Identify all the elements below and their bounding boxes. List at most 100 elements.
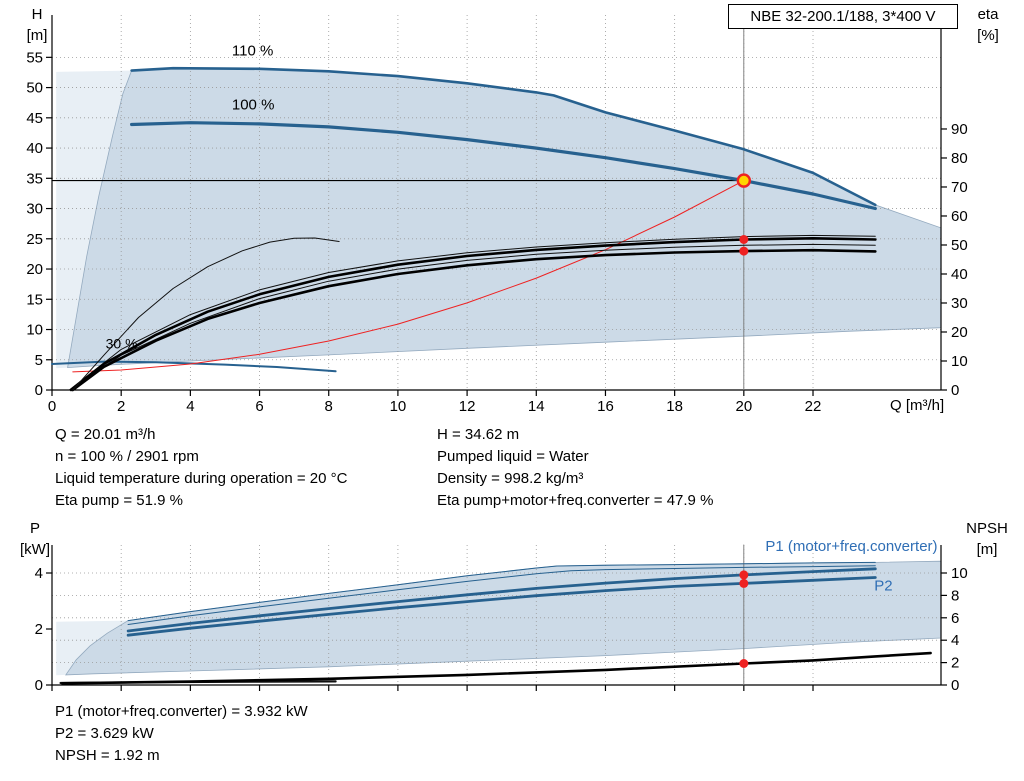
duty-point-marker [736, 173, 752, 188]
label-100-percent: 100 % [232, 96, 275, 113]
tick-label: 4 [35, 565, 43, 582]
head-axis-unit: [m] [26, 27, 48, 44]
info-line-liquid: Pumped liquid = Water [437, 448, 589, 465]
power-axis-symbol: P [29, 520, 40, 537]
label-110-percent: 110 % [232, 43, 273, 60]
tick-label: 10 [390, 398, 407, 415]
tick-label: 8 [951, 587, 959, 604]
tick-label: 16 [597, 398, 614, 415]
tick-label: 2 [117, 398, 125, 415]
tick-label: 0 [35, 382, 43, 399]
eta-total-curve [71, 248, 877, 392]
tick-label: 45 [26, 110, 43, 127]
tick-label: 0 [951, 382, 959, 399]
tick-label: 55 [26, 49, 43, 66]
p2-curve [126, 576, 877, 637]
p1-curve [126, 567, 877, 633]
tick-label: 22 [805, 398, 822, 415]
tick-label: 15 [26, 291, 43, 308]
curve-30-percent [51, 360, 337, 373]
power-range-band [65, 560, 942, 676]
tick-label: 30 [951, 295, 968, 312]
tick-label: 40 [951, 266, 968, 283]
tick-label: 70 [951, 179, 968, 196]
curve-110-percent [130, 66, 877, 207]
pump-model-badge: NBE 32-200.1/188, 3*400 V [728, 4, 958, 29]
power-light-band [56, 620, 129, 676]
tick-label: 2 [951, 655, 959, 672]
eta-axis-title: eta [%] [960, 4, 1016, 46]
tick-label: 60 [951, 208, 968, 225]
tick-label: 14 [528, 398, 545, 415]
tick-label: 20 [735, 398, 752, 415]
head-axis-title: H [m] [14, 4, 60, 46]
npsh-axis-symbol: NPSH [966, 520, 1008, 537]
tick-label: 2 [35, 621, 43, 638]
tick-label: 10 [951, 565, 968, 582]
curve-100-percent [130, 121, 877, 211]
power-chart-canvas: 0 2 4 0 2 4 6 8 10 P1 (motor+freq.converter) P2 [35, 538, 968, 694]
tick-label: 80 [951, 150, 968, 167]
tick-label: 5 [35, 352, 43, 369]
tick-label: 0 [951, 677, 959, 694]
info-line-speed: n = 100 % / 2901 rpm [55, 448, 199, 465]
eta-pump-curve [69, 237, 877, 392]
info-line-p1: P1 (motor+freq.converter) = 3.932 kW [55, 703, 308, 720]
tick-label: 6 [255, 398, 263, 415]
info-line-head: H = 34.62 m [437, 426, 520, 443]
head-chart-canvas: 0510152025303540455055010203040506070809… [26, 14, 968, 415]
info-line-p2: P2 = 3.629 kW [55, 725, 154, 742]
tick-label: 0 [48, 398, 56, 415]
tick-label: 30 [26, 201, 43, 218]
info-line-eta-total: Eta pump+motor+freq.converter = 47.9 % [437, 492, 714, 509]
tick-label: 50 [26, 80, 43, 97]
flow-axis-label: Q [m³/h] [890, 397, 945, 414]
power-axis-unit: [kW] [20, 541, 50, 558]
npsh-duty-dot [739, 658, 749, 668]
label-p1: P1 (motor+freq.converter) [765, 538, 937, 555]
info-line-npsh: NPSH = 1.92 m [55, 747, 160, 764]
info-line-density: Density = 998.2 kg/m³ [437, 470, 584, 487]
duty-info-left-column: Q = 20.01 m³/h n = 100 % / 2901 rpm Liqu… [55, 424, 347, 512]
eta-thin-mid [70, 243, 876, 391]
npsh-axis-title: NPSH [m] [956, 518, 1018, 560]
p2-max-speed-thin [127, 565, 876, 625]
tick-label: 20 [26, 261, 43, 278]
duty-info-right-column: H = 34.62 m Pumped liquid = Water Densit… [437, 424, 713, 512]
info-line-q: Q = 20.01 m³/h [55, 426, 156, 443]
power-info-block: P1 (motor+freq.converter) = 3.932 kW P2 … [55, 701, 308, 767]
eta-axis-symbol: eta [977, 6, 999, 23]
p1-max-speed-thin [127, 561, 876, 622]
tick-label: 10 [26, 322, 43, 339]
tick-label: 6 [951, 610, 959, 627]
info-line-temperature: Liquid temperature during operation = 20… [55, 470, 348, 487]
eta-pump-duty-dot [739, 234, 749, 244]
tick-label: 50 [951, 237, 968, 254]
power-axis-title: P [kW] [10, 518, 60, 560]
label-p2: P2 [874, 577, 892, 594]
tick-label: 12 [459, 398, 476, 415]
tick-label: 8 [325, 398, 333, 415]
head-axis-symbol: H [31, 6, 43, 23]
tick-label: 35 [26, 170, 43, 187]
info-line-eta-pump: Eta pump = 51.9 % [55, 492, 183, 509]
npsh-curve [61, 651, 932, 685]
tick-label: 40 [26, 140, 43, 157]
p1-duty-dot [739, 570, 749, 580]
tick-label: 4 [951, 632, 959, 649]
system-curve [72, 180, 745, 373]
eta-total-duty-dot [739, 246, 749, 256]
eta-axis-unit: [%] [977, 27, 999, 44]
tick-label: 25 [26, 231, 43, 248]
npsh-axis-unit: [m] [976, 541, 998, 558]
p2-duty-dot [739, 578, 749, 588]
tick-label: 20 [951, 324, 968, 341]
tick-label: 10 [951, 353, 968, 370]
tick-label: 18 [666, 398, 683, 415]
eta-part-load-thin [72, 237, 340, 391]
label-30-percent: 30 % [106, 335, 138, 351]
tick-label: 4 [186, 398, 194, 415]
tick-label: 0 [35, 677, 43, 694]
tick-label: 90 [951, 121, 968, 138]
